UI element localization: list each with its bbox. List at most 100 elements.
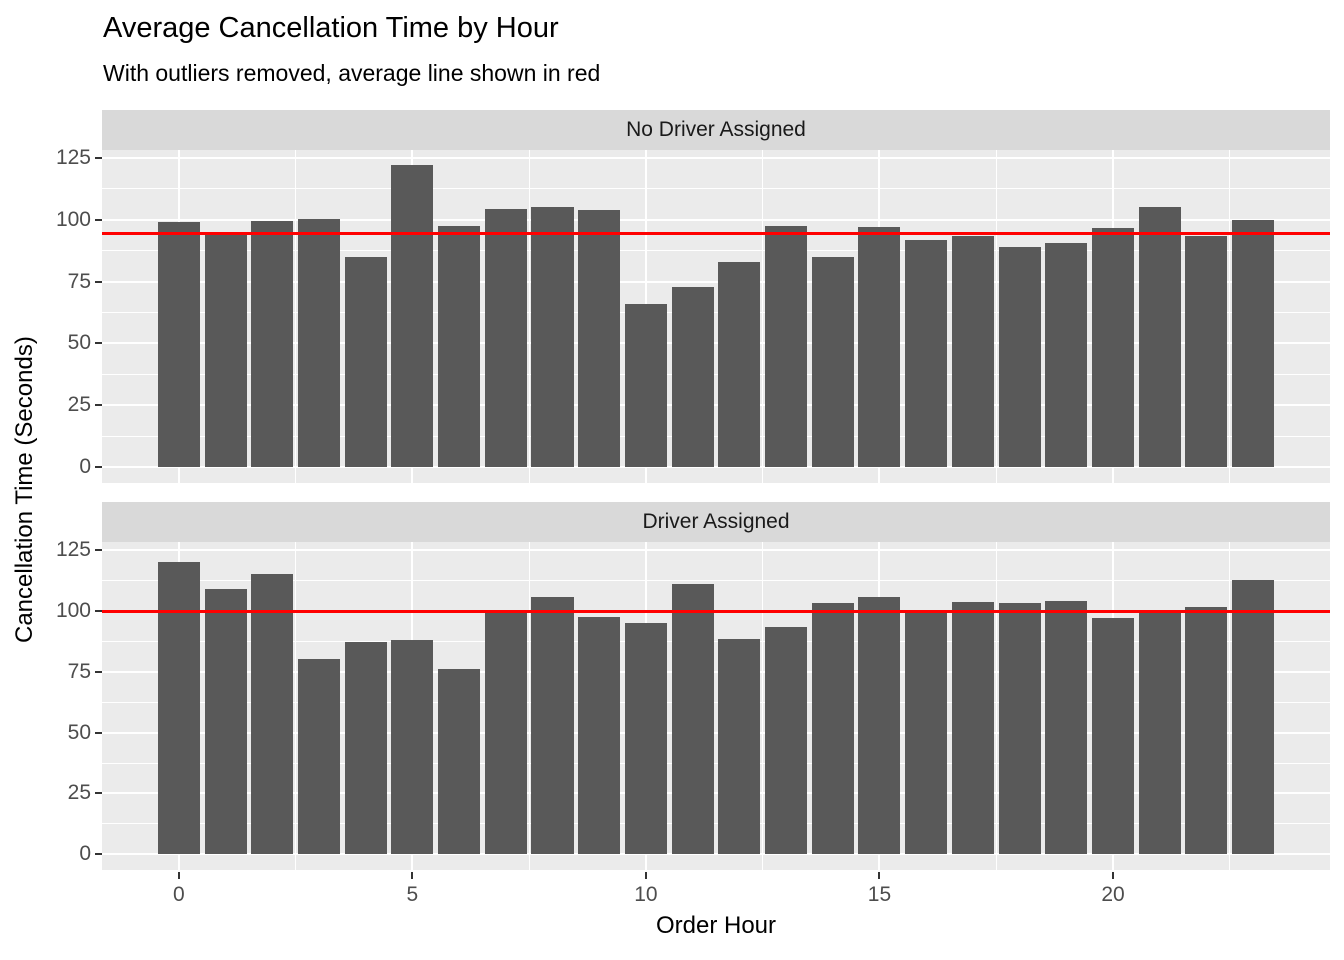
- bar: [1138, 609, 1181, 855]
- y-tick-mark: [95, 670, 102, 673]
- gridline-minor: [102, 579, 1330, 581]
- y-tick-label: 25: [67, 781, 91, 805]
- gridline-minor: [102, 188, 1330, 190]
- gridline-major: [102, 156, 1330, 159]
- gridline-major: [102, 731, 1330, 734]
- gridline-minor: [528, 150, 530, 483]
- bar: [811, 256, 854, 468]
- bar: [344, 642, 387, 855]
- bar: [531, 597, 574, 855]
- facet-strip: No Driver Assigned: [102, 110, 1330, 150]
- bar: [484, 613, 527, 855]
- gridline-major: [102, 792, 1330, 795]
- bar: [858, 597, 901, 855]
- y-tick-label: 0: [79, 455, 91, 479]
- bar: [204, 234, 247, 468]
- facet-strip-label: Driver Assigned: [642, 510, 790, 533]
- gridline-major: [102, 466, 1330, 469]
- gridline-minor: [762, 150, 764, 483]
- gridline-major: [102, 548, 1330, 551]
- average-line: [102, 231, 1330, 235]
- y-tick-label: 50: [67, 331, 91, 355]
- gridline-minor: [762, 542, 764, 870]
- bar: [297, 659, 340, 855]
- x-tick-mark: [878, 872, 881, 879]
- bar: [858, 227, 901, 468]
- x-axis-title: Order Hour: [655, 912, 777, 939]
- x-tick-label: 10: [634, 883, 658, 906]
- gridline-minor: [295, 150, 297, 483]
- bar: [1092, 228, 1135, 468]
- gridline-major: [102, 853, 1330, 856]
- facet-strip: Driver Assigned: [102, 502, 1330, 542]
- bar: [251, 574, 294, 855]
- x-tick-label: 20: [1101, 883, 1125, 906]
- y-tick-mark: [95, 466, 102, 469]
- bar: [1045, 243, 1088, 468]
- gridline-major: [102, 670, 1330, 673]
- bar: [578, 616, 621, 855]
- facet-panel: [102, 542, 1330, 870]
- bar: [951, 602, 994, 855]
- x-tick-mark: [644, 872, 647, 879]
- bar: [438, 225, 481, 468]
- gridline-minor: [995, 150, 997, 483]
- bar: [998, 246, 1041, 468]
- bar: [438, 669, 481, 855]
- bar: [1185, 607, 1228, 855]
- bar: [251, 221, 294, 468]
- y-tick-mark: [95, 609, 102, 612]
- bar: [1045, 600, 1088, 855]
- y-tick-label: 50: [67, 720, 91, 744]
- bar: [671, 583, 714, 855]
- bar: [624, 303, 667, 468]
- bar: [718, 261, 761, 468]
- bar: [391, 639, 434, 855]
- gridline-major: [102, 280, 1330, 283]
- bar: [905, 239, 948, 468]
- x-tick-label: 0: [172, 883, 185, 906]
- gridline-minor: [295, 542, 297, 870]
- gridline-minor: [102, 373, 1330, 375]
- gridline-minor: [1229, 150, 1231, 483]
- y-tick-mark: [95, 853, 102, 856]
- bar: [951, 235, 994, 468]
- x-tick-mark: [177, 872, 180, 879]
- gridline-minor: [528, 542, 530, 870]
- bar: [1138, 207, 1181, 468]
- gridline-major: [102, 218, 1330, 221]
- y-tick-mark: [95, 280, 102, 283]
- bar: [718, 638, 761, 855]
- y-tick-mark: [95, 342, 102, 345]
- gridline-minor: [102, 640, 1330, 642]
- gridline-major: [102, 342, 1330, 345]
- bar: [811, 603, 854, 855]
- y-tick-label: 25: [67, 393, 91, 417]
- gridline-minor: [1229, 542, 1231, 870]
- y-tick-label: 75: [67, 659, 91, 683]
- x-tick-label: 15: [867, 883, 892, 906]
- bar: [998, 603, 1041, 855]
- bar: [624, 622, 667, 855]
- bar: [671, 286, 714, 468]
- y-tick-label: 100: [55, 207, 91, 231]
- y-tick-mark: [95, 548, 102, 551]
- bar: [204, 588, 247, 855]
- y-tick-mark: [95, 404, 102, 407]
- facet-panel: [102, 150, 1330, 483]
- chart-subtitle: With outliers removed, average line show…: [103, 60, 601, 86]
- x-tick-mark: [411, 872, 414, 879]
- chart-title: Average Cancellation Time by Hour: [103, 12, 559, 44]
- bar: [157, 222, 200, 468]
- y-tick-mark: [95, 731, 102, 734]
- bar: [344, 256, 387, 468]
- bar: [157, 561, 200, 855]
- bar: [1232, 580, 1275, 855]
- y-tick-label: 125: [55, 145, 91, 169]
- average-line: [102, 609, 1330, 613]
- bar: [297, 218, 340, 468]
- bar: [1185, 235, 1228, 468]
- y-tick-mark: [95, 792, 102, 795]
- bar: [765, 225, 808, 468]
- gridline-minor: [102, 312, 1330, 314]
